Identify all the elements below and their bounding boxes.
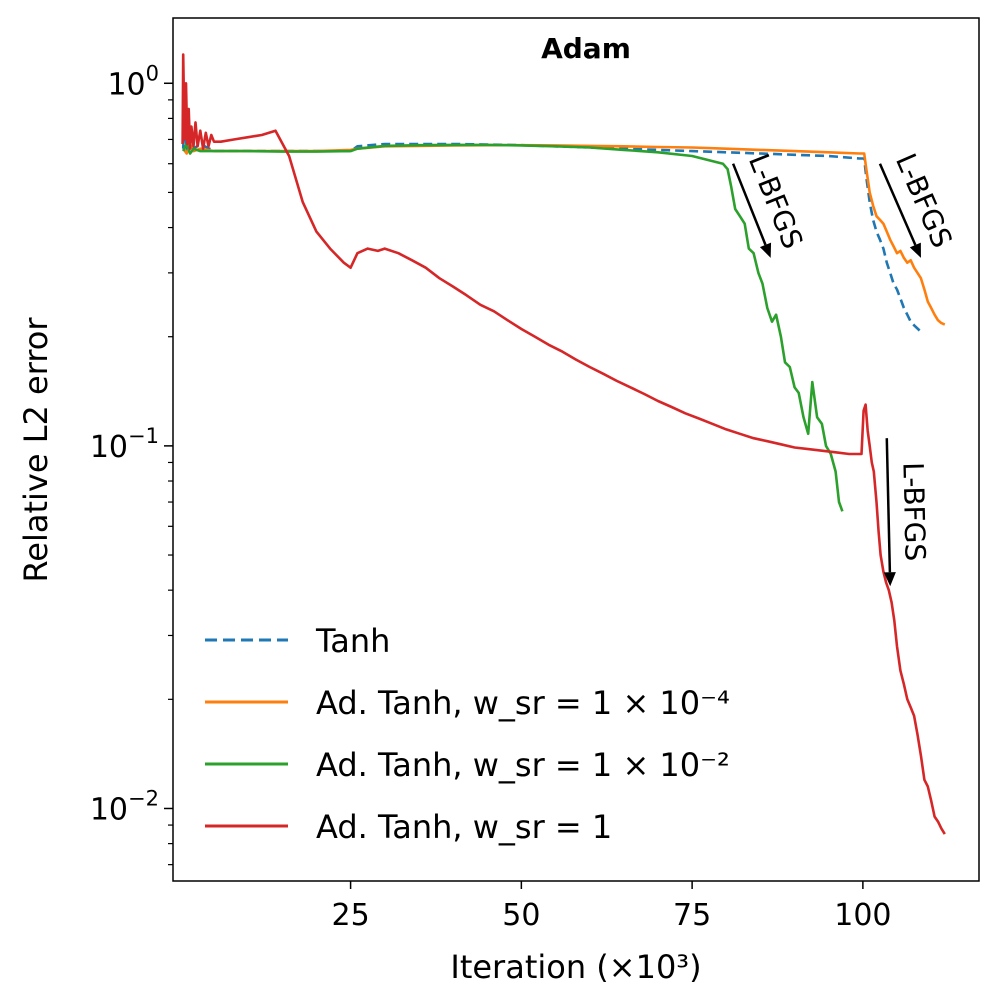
series-layer <box>181 53 946 835</box>
legend: Tanh Ad. Tanh, w_sr = 1 × 10⁻⁴ Ad. Tanh, w… <box>205 622 730 846</box>
x-axis-title: Iteration (×10³) <box>450 948 701 986</box>
x-tick-label-50: 50 <box>502 898 540 933</box>
y-tick-label-1: 100 <box>107 61 159 102</box>
series-line-adtanh_1e2 <box>182 142 844 512</box>
annotation-arrow-2 <box>878 163 917 246</box>
plot-frame <box>172 17 980 882</box>
y-tick-label-3: 10−2 <box>90 786 159 827</box>
chart-title: Adam <box>541 32 631 65</box>
annotation-arrowhead-2 <box>909 242 921 258</box>
y-tick-label-2: 10−1 <box>90 424 159 465</box>
legend-label-adtanh_1: Ad. Tanh, w_sr = 1 <box>316 808 612 846</box>
series-line-adtanh_1 <box>181 53 946 835</box>
x-tick-label-75: 75 <box>673 898 711 933</box>
legend-label-tanh: Tanh <box>315 622 390 660</box>
y-axis-title: Relative L2 error <box>17 317 55 583</box>
annotation-arrowhead-1 <box>759 242 772 258</box>
x-tick-label-25: 25 <box>331 898 369 933</box>
series-line-tanh <box>181 113 921 332</box>
annotation-arrow-3 <box>885 438 892 573</box>
annotation-arrow-1 <box>731 163 767 246</box>
legend-label-adtanh_1e4: Ad. Tanh, w_sr = 1 × 10⁻⁴ <box>316 684 730 722</box>
x-tick-label-100: 100 <box>834 898 891 933</box>
tick-layer: 25 50 75 100 100 10−1 10−2 <box>90 61 892 933</box>
legend-label-adtanh_1e2: Ad. Tanh, w_sr = 1 × 10⁻² <box>316 746 730 784</box>
annotation-arrowhead-3 <box>883 572 896 587</box>
annotation-label-3: L-BFGS <box>896 462 931 562</box>
